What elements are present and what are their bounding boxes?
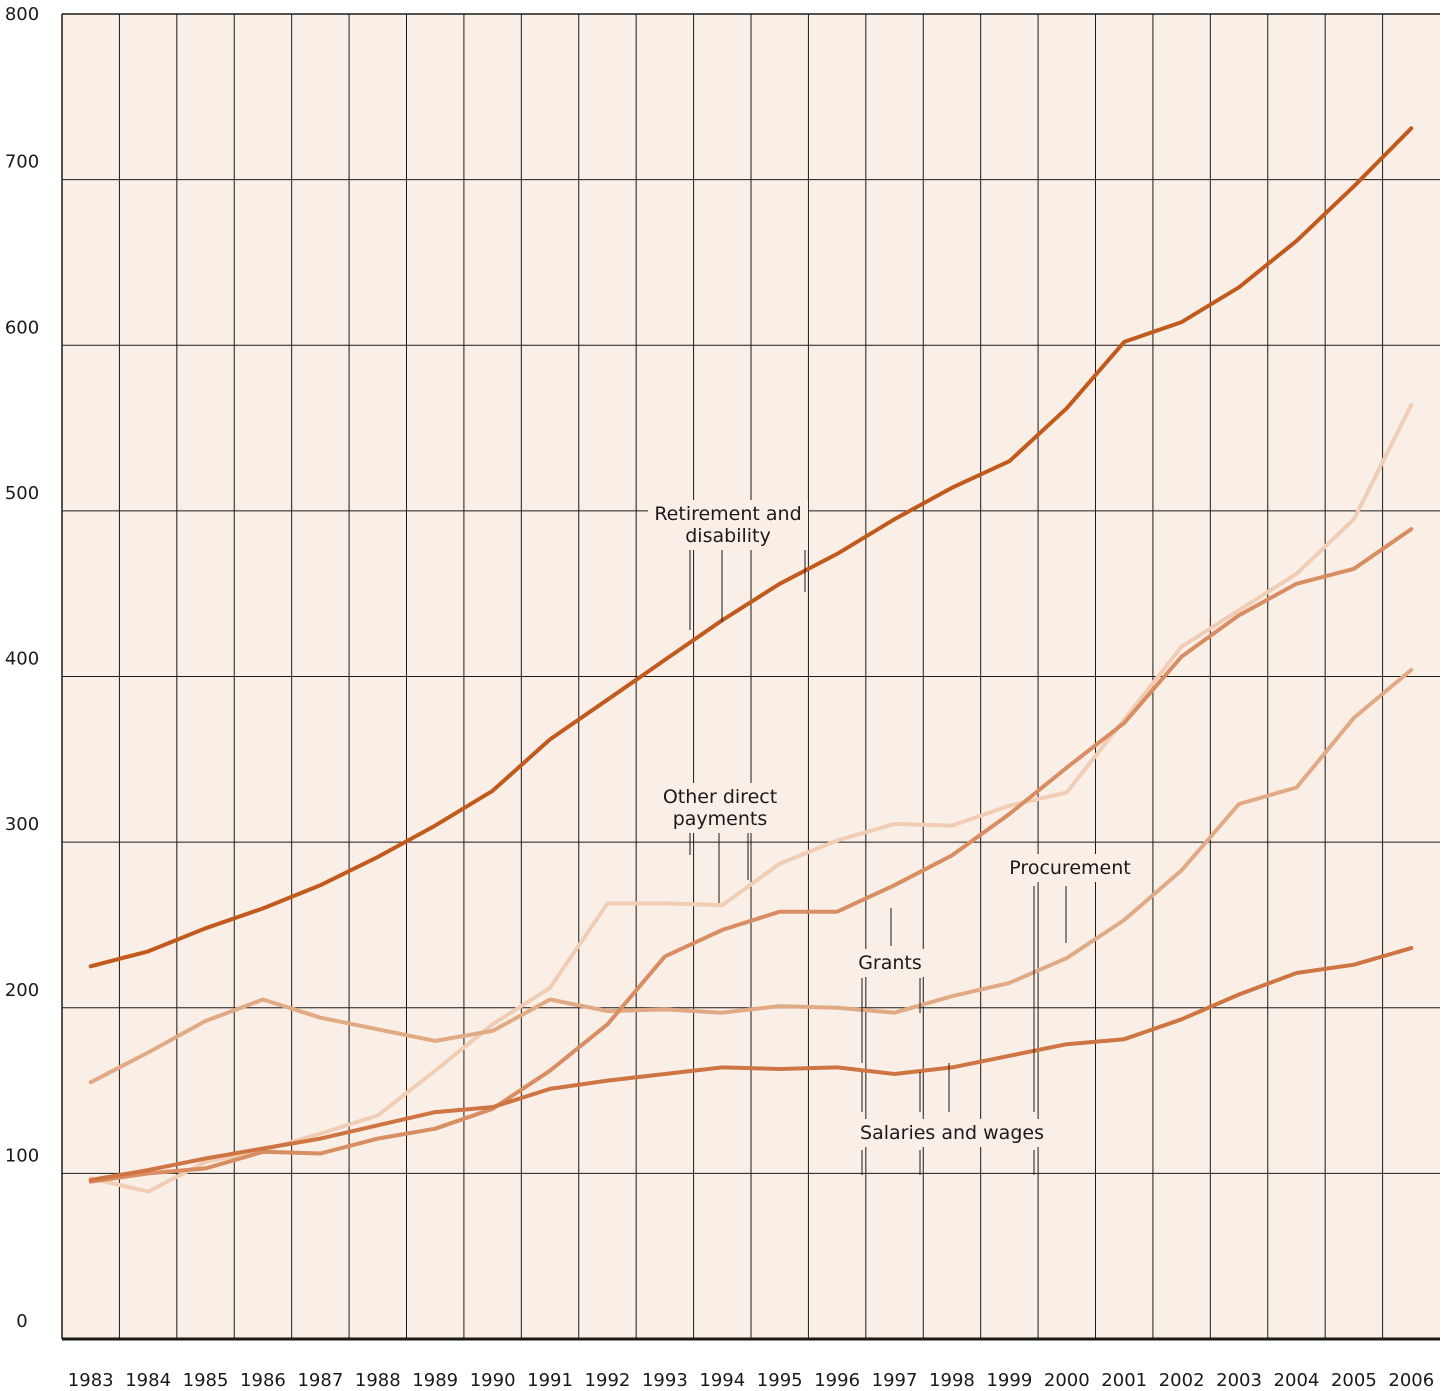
series-line-procurement (88, 527, 1414, 1184)
x-tick-label: 2001 (1101, 1370, 1147, 1391)
x-tick-label: 1993 (642, 1370, 688, 1391)
annotation-background (849, 1119, 1055, 1147)
x-tick-label: 2002 (1159, 1370, 1205, 1391)
x-tick-label: 1990 (470, 1370, 516, 1391)
annotation-text: payments (673, 808, 768, 830)
x-tick-label: 1988 (355, 1370, 401, 1391)
x-tick-label: 2006 (1388, 1370, 1434, 1391)
x-tick-label: 1985 (183, 1370, 229, 1391)
x-axis-tick-labels: 1983 1984 1985 1986 1987 1988 1989 1990 1991 1992… (68, 1370, 1434, 1391)
x-tick-label: 1994 (699, 1370, 745, 1391)
x-tick-label: 1987 (297, 1370, 343, 1391)
x-tick-label: 1986 (240, 1370, 286, 1391)
x-tick-label: 1998 (929, 1370, 975, 1391)
x-tick-label: 1992 (585, 1370, 631, 1391)
axes (61, 13, 1440, 1341)
y-tick-label: 800 (5, 4, 39, 25)
y-tick-label: 200 (5, 980, 39, 1001)
annotation-grants: Grants (852, 908, 928, 1063)
series-line-retirement-and-disability (88, 126, 1414, 969)
series-lines (88, 126, 1414, 1194)
y-tick-label: 100 (5, 1145, 39, 1166)
x-tick-label: 1997 (872, 1370, 918, 1391)
x-tick-label: 1995 (757, 1370, 803, 1391)
series-line-grants (88, 667, 1414, 1085)
x-tick-label: 2005 (1331, 1370, 1377, 1391)
x-tick-label: 1983 (68, 1370, 114, 1391)
x-tick-label: 1991 (527, 1370, 573, 1391)
y-tick-label: 600 (5, 317, 39, 338)
y-tick-label: 500 (5, 483, 39, 504)
annotation-text: Retirement and (654, 503, 801, 525)
annotation-text: Procurement (1009, 857, 1130, 879)
annotation-background (1000, 854, 1140, 882)
annotation-text: Grants (858, 952, 922, 974)
x-tick-label: 2000 (1044, 1370, 1090, 1391)
annotation-procurement: Procurement (1000, 854, 1140, 1053)
annotation-background (655, 783, 785, 833)
y-tick-label: 0 (16, 1311, 27, 1332)
series-line-salaries-and-wages (88, 946, 1414, 1182)
annotation-text: Other direct (663, 786, 777, 808)
y-tick-label: 700 (5, 152, 39, 173)
annotation-background (852, 949, 928, 977)
annotation-text: disability (685, 525, 770, 547)
x-tick-label: 1984 (125, 1370, 171, 1391)
y-axis-tick-labels: 0 100 200 300 400 500 600 700 800 (5, 4, 39, 1332)
annotation-background (648, 500, 808, 550)
x-tick-label: 2004 (1274, 1370, 1320, 1391)
annotation-salaries-and-wages: Salaries and wages (849, 1048, 1055, 1175)
y-tick-label: 300 (5, 814, 39, 835)
annotation-text: Salaries and wages (860, 1122, 1044, 1144)
series-line-other-direct-payments (88, 402, 1414, 1194)
x-tick-label: 2003 (1216, 1370, 1262, 1391)
x-tick-label: 1996 (814, 1370, 860, 1391)
x-tick-label: 1989 (412, 1370, 458, 1391)
y-tick-label: 400 (5, 649, 39, 670)
x-tick-label: 1999 (986, 1370, 1032, 1391)
grid (62, 14, 1440, 1339)
